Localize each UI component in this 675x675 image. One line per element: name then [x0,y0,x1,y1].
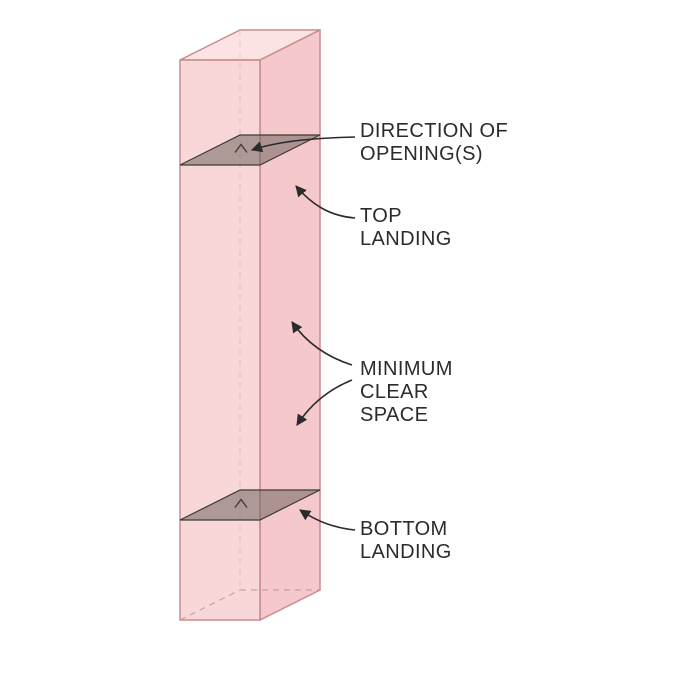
label-minimum-clear-space: MINIMUM CLEAR SPACE [360,358,453,427]
diagram-svg [0,0,675,675]
diagram-stage: { "diagram": { "type": "infographic", "c… [0,0,675,675]
label-bottom-landing: BOTTOM LANDING [360,518,452,564]
label-direction-of-openings: DIRECTION OF OPENING(S) [360,120,508,166]
label-top-landing: TOP LANDING [360,205,452,251]
